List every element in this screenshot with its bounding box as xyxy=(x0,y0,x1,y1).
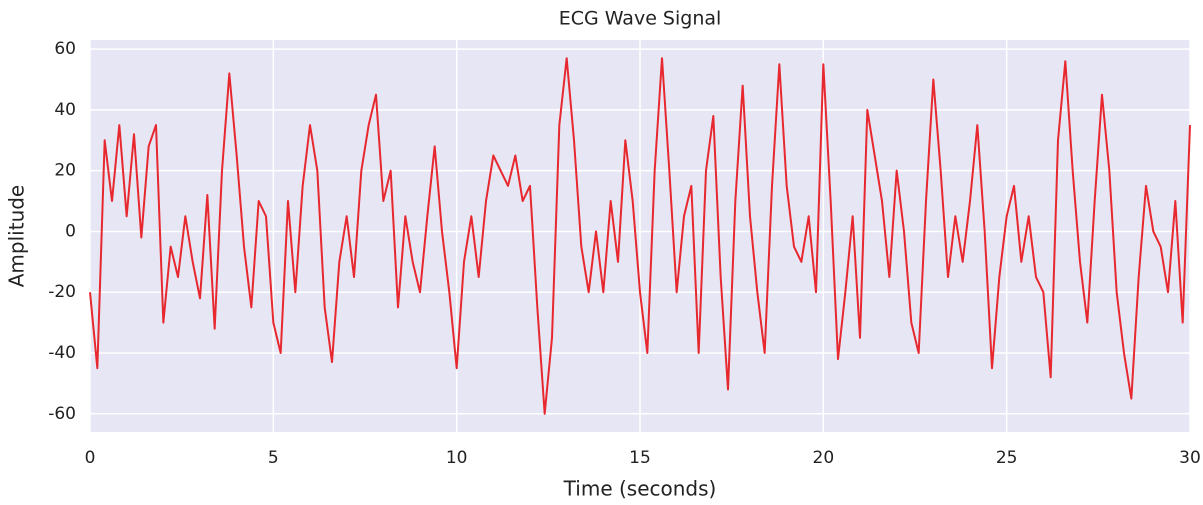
x-tick-label: 20 xyxy=(813,448,835,468)
x-tick-label: 15 xyxy=(629,448,651,468)
y-tick-label: 0 xyxy=(65,221,76,241)
y-tick-label: 20 xyxy=(54,161,76,181)
x-tick-label: 5 xyxy=(268,448,279,468)
y-tick-label: 60 xyxy=(54,39,76,59)
chart-title: ECG Wave Signal xyxy=(559,8,722,30)
x-axis-label: Time (seconds) xyxy=(563,477,717,501)
signal-line xyxy=(89,57,1191,415)
x-tick-label: 10 xyxy=(446,448,468,468)
y-tick-label: -60 xyxy=(48,404,76,424)
x-tick-label: 30 xyxy=(1179,448,1201,468)
y-tick-label: -40 xyxy=(48,343,76,363)
y-tick-label: -20 xyxy=(48,282,76,302)
y-tick-label: 40 xyxy=(54,100,76,120)
y-axis-label: Amplitude xyxy=(5,185,29,288)
x-tick-label: 0 xyxy=(85,448,96,468)
x-tick-label: 25 xyxy=(996,448,1018,468)
